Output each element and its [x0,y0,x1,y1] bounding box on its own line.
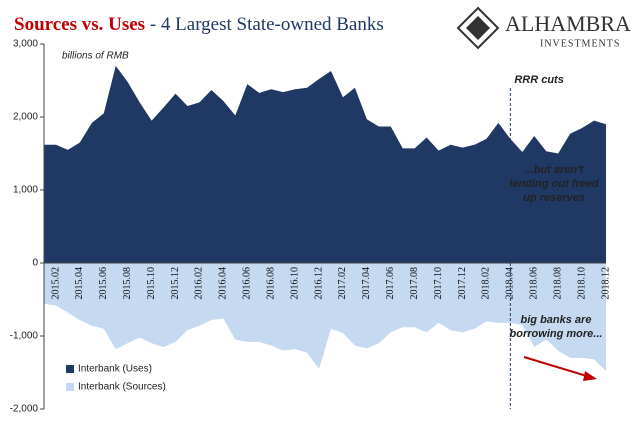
x-tick-label: 2018.10 [576,267,587,300]
title-rest: - 4 Largest State-owned Banks [150,14,384,35]
x-tick-label: 2016.02 [194,267,205,300]
x-tick-label: 2017.12 [457,267,468,300]
logo-name: ALHAMBRA [505,11,631,36]
marker-label: RRR cuts [514,74,564,86]
annotation: ...but aren't [525,164,585,176]
legend-label: Interbank (Sources) [78,382,166,393]
y-tick-label: -2,000 [10,404,39,415]
x-tick-label: 2015.12 [170,267,181,300]
legend-label: Interbank (Uses) [78,364,152,375]
x-tick-label: 2018.08 [552,267,563,300]
legend-swatch [66,383,74,391]
y-axis-label: billions of RMB [62,51,129,62]
area [44,263,606,372]
arrow [523,356,591,378]
arrow-head [583,371,597,381]
annotation: borrowing more... [510,328,603,340]
x-tick-label: 2016.06 [242,267,253,300]
x-tick-label: 2015.02 [50,267,61,300]
annotation: up reserves [523,192,585,204]
x-tick-label: 2017.02 [337,267,348,300]
chart-title: Sources vs. Uses - 4 Largest State-owned… [14,14,384,35]
x-tick-label: 2018.06 [529,267,540,300]
y-tick-label: 2,000 [13,112,38,123]
x-tick-label: 2016.10 [289,267,300,300]
x-tick-label: 2015.04 [74,267,85,300]
annotation: lending out freed [509,178,599,190]
x-tick-label: 2015.10 [146,267,157,300]
x-tick-label: 2016.04 [218,267,229,300]
y-tick-label: 3,000 [13,39,38,50]
legend-swatch [66,365,74,373]
x-tick-label: 2017.04 [361,267,372,300]
title-bold: Sources vs. Uses [14,14,145,35]
annotation: big banks are [521,314,592,326]
area [44,65,606,264]
y-tick-label: 0 [32,258,38,269]
x-tick-label: 2018.02 [481,267,492,300]
x-tick-label: 2015.08 [122,267,133,300]
x-tick-label: 2017.08 [409,267,420,300]
x-tick-label: 2017.06 [385,267,396,300]
x-tick-label: 2016.08 [265,267,276,300]
y-tick-label: -1,000 [10,331,39,342]
x-tick-label: 2016.12 [313,267,324,300]
y-tick-label: 1,000 [13,185,38,196]
logo: ALHAMBRA INVESTMENTS [456,6,631,50]
logo-sub: INVESTMENTS [540,38,620,49]
x-tick-label: 2018.12 [600,267,611,300]
x-tick-label: 2017.10 [433,267,444,300]
x-tick-label: 2015.06 [98,267,109,300]
